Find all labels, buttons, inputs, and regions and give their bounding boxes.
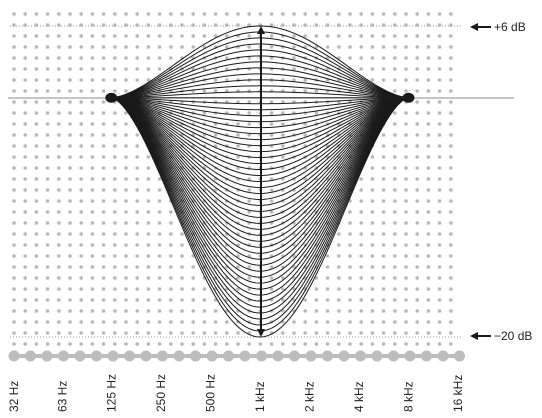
curve-convergence-point xyxy=(402,92,415,103)
frequency-track-dot xyxy=(421,350,432,362)
x-tick-label: 32 Hz xyxy=(7,381,21,412)
x-tick-label: 125 Hz xyxy=(104,374,118,412)
frequency-track-dot xyxy=(157,350,168,362)
min-gain-label: −20 dB xyxy=(494,329,532,343)
frequency-track-dot xyxy=(404,350,416,362)
frequency-track-dot xyxy=(140,350,152,362)
x-tick-label: 1 kHz xyxy=(253,381,267,412)
frequency-track-dot xyxy=(355,350,366,362)
frequency-track xyxy=(8,350,465,362)
x-tick-label: 16 kHz xyxy=(451,375,465,412)
frequency-track-dot xyxy=(124,350,135,362)
frequency-track-dot xyxy=(239,350,251,362)
frequency-track-dot xyxy=(190,350,201,362)
frequency-track-dot xyxy=(437,350,449,362)
response-curve xyxy=(111,97,409,338)
frequency-track-dot xyxy=(371,350,383,362)
frequency-track-dot xyxy=(41,350,53,362)
x-axis-tick-labels: 32 Hz 63 Hz 125 Hz 250 Hz 500 Hz 1 kHz 2 kHz 4 … xyxy=(7,374,465,412)
frequency-track-dot xyxy=(91,350,102,362)
frequency-track-dot xyxy=(338,350,350,362)
min-gain-annotation: −20 dB xyxy=(470,329,532,343)
frequency-track-dot xyxy=(173,350,185,362)
curve-convergence-point xyxy=(105,92,118,103)
frequency-track-dot xyxy=(206,350,218,362)
frequency-track-dot xyxy=(58,350,69,362)
frequency-track-dot xyxy=(107,350,119,362)
frequency-track-dot xyxy=(305,350,317,362)
max-gain-annotation: +6 dB xyxy=(470,20,526,34)
frequency-track-dot xyxy=(322,350,333,362)
x-tick-label: 2 kHz xyxy=(302,381,316,412)
x-tick-label: 4 kHz xyxy=(352,381,366,412)
x-tick-label: 250 Hz xyxy=(154,374,168,412)
frequency-track-dot xyxy=(388,350,399,362)
frequency-track-dot xyxy=(223,350,234,362)
frequency-track-dot xyxy=(256,350,267,362)
frequency-track-dot xyxy=(272,350,284,362)
x-tick-label: 63 Hz xyxy=(55,381,69,412)
x-tick-label: 500 Hz xyxy=(203,374,217,412)
frequency-track-dot xyxy=(8,350,20,362)
grid-dots xyxy=(12,12,453,346)
frequency-track-dot xyxy=(454,350,465,362)
frequency-track-dot xyxy=(289,350,300,362)
max-gain-label: +6 dB xyxy=(494,20,526,34)
frequency-track-dot xyxy=(25,350,36,362)
x-tick-label: 8 kHz xyxy=(402,381,416,412)
frequency-track-dot xyxy=(74,350,86,362)
